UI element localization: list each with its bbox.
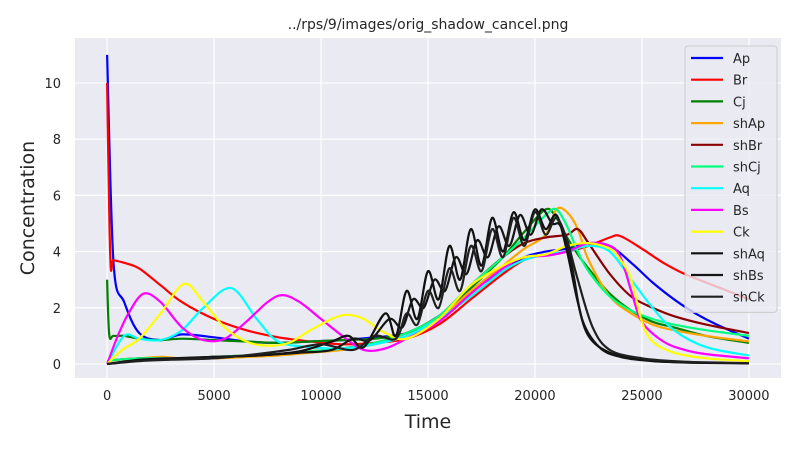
series-line-ck bbox=[106, 241, 749, 365]
series-layer bbox=[106, 54, 750, 366]
x-tick-label: 10000 bbox=[300, 389, 341, 404]
y-axis-label: Concentration bbox=[17, 141, 39, 275]
y-tick-label: 8 bbox=[53, 133, 61, 148]
legend-entry-ap: Ap bbox=[733, 52, 750, 67]
legend-entry-bs: Bs bbox=[733, 204, 749, 219]
series-line-br bbox=[106, 82, 750, 346]
legend-entry-shbs: shBs bbox=[733, 269, 764, 284]
legend-entry-shbr: shBr bbox=[733, 139, 763, 154]
y-tick-labels: 0 2 4 6 8 10 bbox=[44, 77, 61, 373]
y-tick-label: 6 bbox=[53, 189, 61, 204]
series-line-shbs bbox=[106, 208, 749, 366]
legend-entry-aq: Aq bbox=[733, 182, 750, 197]
y-tick-label: 10 bbox=[44, 77, 61, 92]
y-tick-label: 4 bbox=[53, 246, 61, 261]
chart-title: ../rps/9/images/orig_shadow_cancel.png bbox=[288, 17, 569, 33]
legend-entry-shap: shAp bbox=[733, 117, 765, 132]
x-tick-label: 25000 bbox=[621, 389, 662, 404]
legend-entry-ck: Ck bbox=[733, 226, 750, 241]
y-tick-label: 2 bbox=[53, 302, 61, 317]
legend-entry-br: Br bbox=[733, 74, 748, 89]
series-line-bs bbox=[106, 241, 750, 365]
legend-entry-shcj: shCj bbox=[733, 161, 761, 176]
legend-entry-cj: Cj bbox=[733, 95, 746, 110]
legend-entry-shaq: shAq bbox=[733, 247, 765, 262]
x-tick-label: 20000 bbox=[514, 389, 555, 404]
x-tick-label: 30000 bbox=[728, 389, 769, 404]
x-tick-labels: 0 5000 10000 15000 20000 25000 30000 bbox=[103, 389, 770, 404]
x-axis-label: Time bbox=[404, 411, 452, 433]
legend-frame bbox=[684, 45, 778, 313]
x-tick-label: 15000 bbox=[407, 389, 448, 404]
series-line-shck bbox=[106, 211, 749, 366]
legend-entry-shck: shCk bbox=[733, 291, 765, 306]
x-tick-label: 5000 bbox=[198, 389, 231, 404]
x-tick-label: 0 bbox=[103, 389, 111, 404]
legend: Ap Br Cj shAp shBr shCj Aq Bs Ck shAq shBs shCk bbox=[684, 45, 778, 313]
y-tick-label: 0 bbox=[53, 358, 61, 373]
